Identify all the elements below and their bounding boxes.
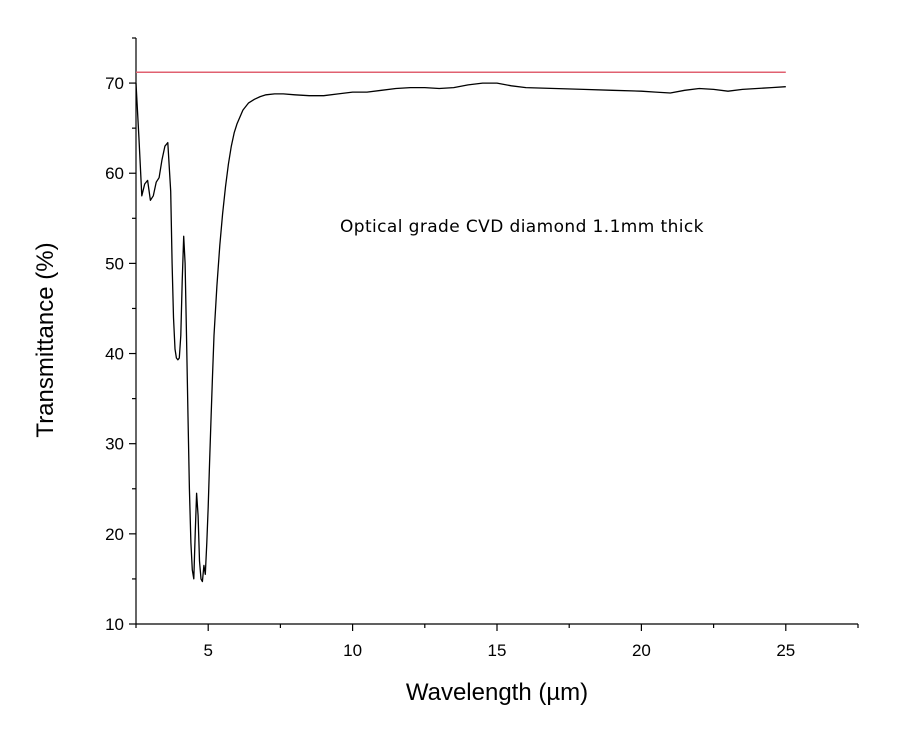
- y-tick-label: 30: [105, 435, 124, 454]
- y-ticks: 10 20 30 40 50 60 70: [105, 37, 136, 634]
- x-tick-label: 20: [632, 641, 651, 660]
- y-axis-title: Transmittance (%): [32, 242, 59, 437]
- x-ticks: 5 10 15 20 25: [135, 624, 859, 660]
- y-tick-label: 10: [105, 615, 124, 634]
- y-tick-label: 50: [105, 254, 124, 273]
- y-tick-label: 60: [105, 164, 124, 183]
- y-tick-label: 70: [105, 74, 124, 93]
- chart-annotation: Optical grade CVD diamond 1.1mm thick: [340, 217, 704, 237]
- x-axis-title: Wavelength (µm): [406, 679, 588, 706]
- x-tick-label: 25: [776, 641, 795, 660]
- x-tick-label: 15: [488, 641, 507, 660]
- series-layer: [135, 71, 786, 583]
- x-tick-label: 10: [343, 641, 362, 660]
- x-tick-label: 5: [203, 641, 212, 660]
- measured-transmittance-line: [135, 82, 786, 583]
- y-tick-label: 40: [105, 345, 124, 364]
- y-tick-label: 20: [105, 525, 124, 544]
